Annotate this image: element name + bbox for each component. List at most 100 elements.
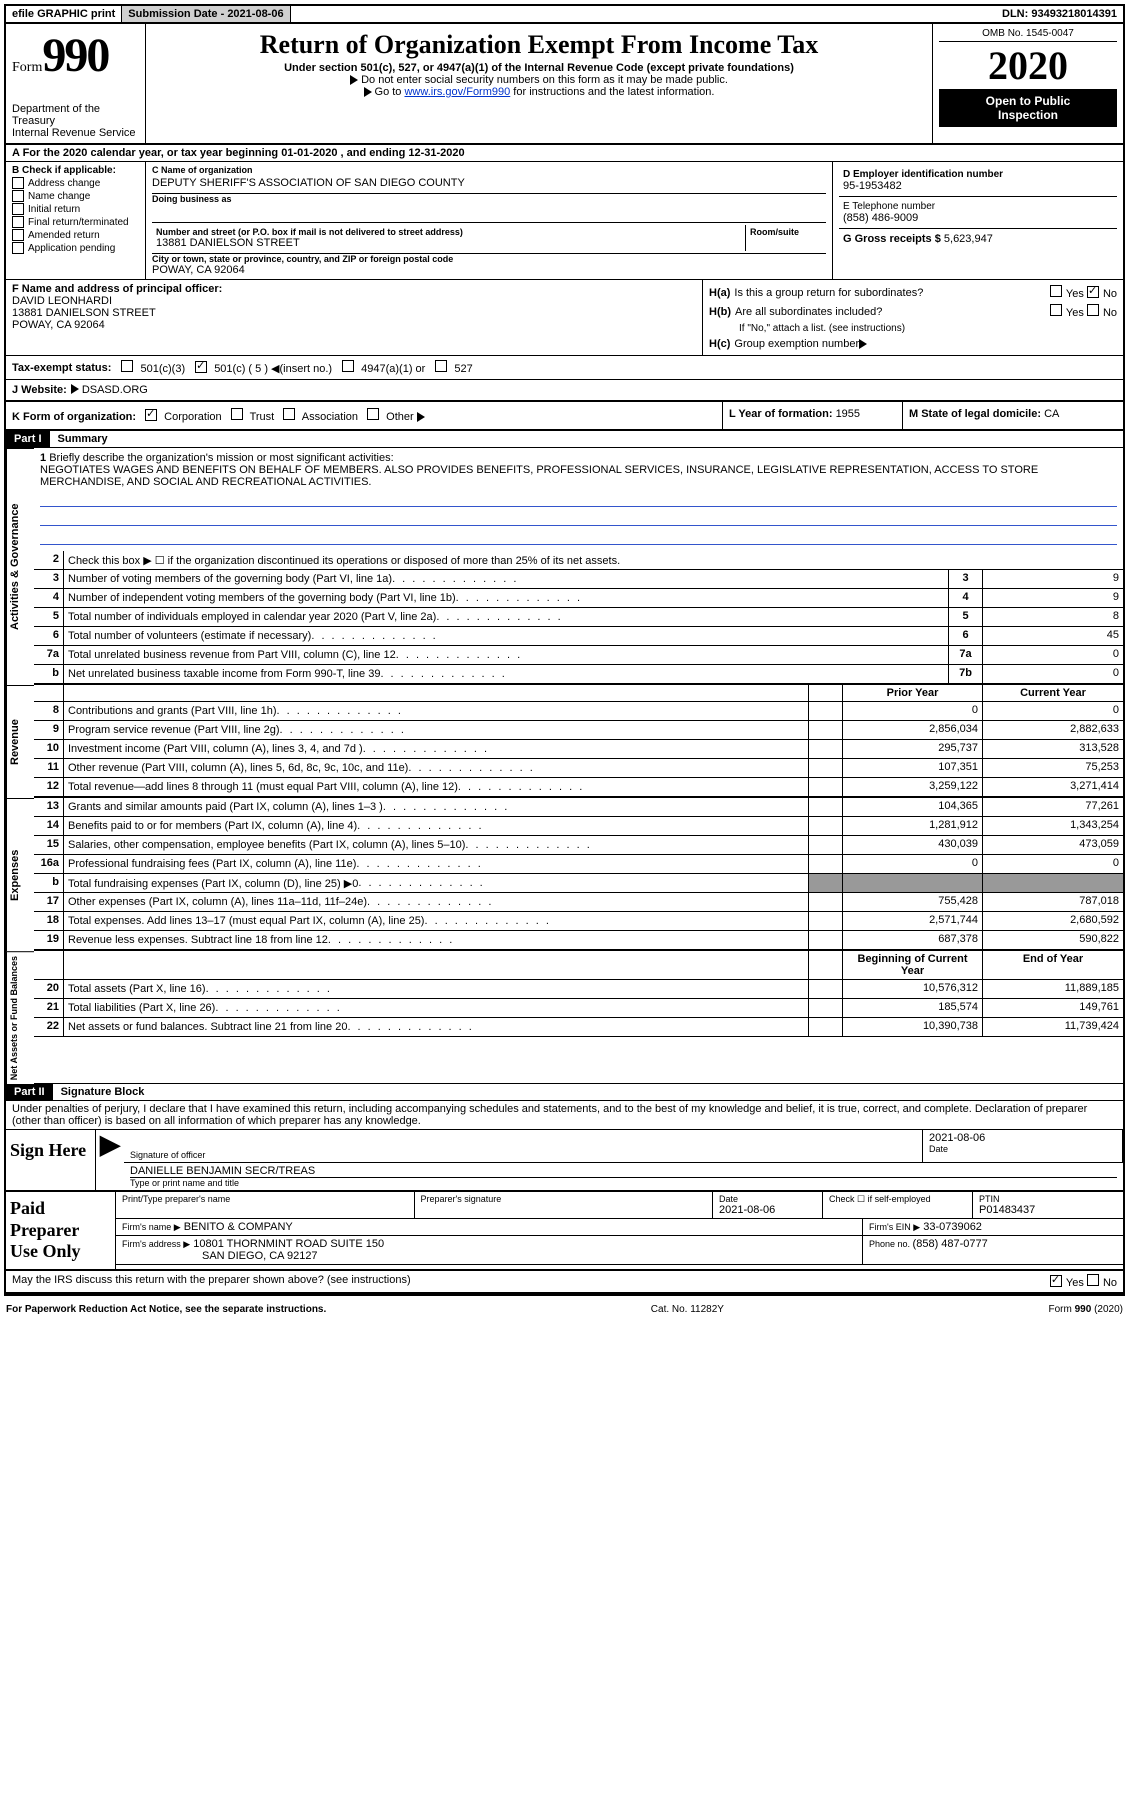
- m-label: M State of legal domicile:: [909, 408, 1044, 420]
- cb-pending[interactable]: [12, 242, 24, 254]
- row-desc: Total assets (Part X, line 16): [64, 980, 809, 998]
- cb-501c3[interactable]: [121, 360, 133, 372]
- row-prior: 185,574: [843, 999, 983, 1017]
- row-num: 6: [34, 627, 64, 645]
- cb-4947[interactable]: [342, 360, 354, 372]
- row-cell: 4: [949, 589, 983, 607]
- k-label: K Form of organization:: [12, 411, 136, 423]
- col-prior-year: Prior Year: [843, 685, 983, 701]
- firm-phone: (858) 487-0777: [913, 1238, 988, 1250]
- cb-501c[interactable]: [195, 361, 207, 373]
- row-spacer: [809, 999, 843, 1017]
- row-current: 2,882,633: [983, 721, 1123, 739]
- row-current: 11,739,424: [983, 1018, 1123, 1036]
- phone-value: (858) 486-9009: [843, 212, 1113, 224]
- row-desc: Total revenue—add lines 8 through 11 (mu…: [64, 778, 809, 796]
- hc-label: H(c): [709, 338, 730, 350]
- row-spacer: [809, 798, 843, 816]
- tax-year: 2020: [939, 42, 1117, 90]
- hb-text: Are all subordinates included?: [735, 306, 882, 318]
- row-desc: Revenue less expenses. Subtract line 18 …: [64, 931, 809, 949]
- e-label: E Telephone number: [843, 201, 1113, 212]
- row-spacer: [809, 931, 843, 949]
- efile-button[interactable]: efile GRAPHIC print: [6, 6, 122, 22]
- org-city: POWAY, CA 92064: [152, 264, 826, 276]
- mission-line: [40, 528, 1117, 545]
- b-item: Address change: [28, 178, 100, 189]
- section-de: D Employer identification number 95-1953…: [833, 162, 1123, 279]
- f-label: F Name and address of principal officer:: [12, 283, 696, 295]
- row-prior: 10,576,312: [843, 980, 983, 998]
- row-prior: 104,365: [843, 798, 983, 816]
- dept-line2: Internal Revenue Service: [12, 127, 139, 139]
- cb-527[interactable]: [435, 360, 447, 372]
- cb-hb-no[interactable]: [1087, 304, 1099, 316]
- date-label: Date: [929, 1144, 1116, 1154]
- cb-name-change[interactable]: [12, 190, 24, 202]
- hb-note: If "No," attach a list. (see instruction…: [709, 321, 1117, 336]
- hb-label: H(b): [709, 306, 731, 318]
- cb-trust[interactable]: [231, 408, 243, 420]
- row-desc: Net unrelated business taxable income fr…: [64, 665, 949, 683]
- officer-street: 13881 DANIELSON STREET: [12, 307, 696, 319]
- cb-hb-yes[interactable]: [1050, 304, 1062, 316]
- cb-corp[interactable]: [145, 409, 157, 421]
- row-desc: Total liabilities (Part X, line 26): [64, 999, 809, 1017]
- part1-title: Summary: [50, 433, 108, 445]
- row-num: b: [34, 665, 64, 683]
- arrow-icon: ▶: [96, 1130, 124, 1190]
- row-current: 1,343,254: [983, 817, 1123, 835]
- cb-assoc[interactable]: [283, 408, 295, 420]
- note-goto-post: for instructions and the latest informat…: [510, 86, 714, 98]
- row-current: [983, 874, 1123, 892]
- row-val: 0: [983, 646, 1123, 664]
- row-num: 22: [34, 1018, 64, 1036]
- row-spacer: [809, 778, 843, 796]
- officer-typed-name: DANIELLE BENJAMIN SECR/TREAS: [130, 1165, 1117, 1178]
- row-desc: Check this box ▶ ☐ if the organization d…: [64, 551, 1123, 569]
- prep-date: 2021-08-06: [719, 1204, 816, 1216]
- firm-ein: 33-0739062: [923, 1221, 982, 1233]
- row-desc: Total number of volunteers (estimate if …: [64, 627, 949, 645]
- omb-number: OMB No. 1545-0047: [939, 28, 1117, 42]
- b-item: Final return/terminated: [28, 217, 129, 228]
- cb-initial[interactable]: [12, 203, 24, 215]
- col-beginning: Beginning of Current Year: [843, 951, 983, 979]
- row-desc: Professional fundraising fees (Part IX, …: [64, 855, 809, 873]
- i-4947: 4947(a)(1) or: [361, 363, 425, 375]
- cb-final[interactable]: [12, 216, 24, 228]
- firm-name: BENITO & COMPANY: [184, 1221, 293, 1233]
- c-street-label: Number and street (or P.O. box if mail i…: [156, 227, 741, 237]
- row-desc: Grants and similar amounts paid (Part IX…: [64, 798, 809, 816]
- row-spacer: [809, 1018, 843, 1036]
- row-num: 13: [34, 798, 64, 816]
- row-num: 9: [34, 721, 64, 739]
- cb-address-change[interactable]: [12, 177, 24, 189]
- prep-check-label: Check ☐ if self-employed: [823, 1192, 973, 1218]
- cb-ha-no[interactable]: [1087, 286, 1099, 298]
- cb-discuss-no[interactable]: [1087, 1274, 1099, 1286]
- row-desc: Total number of individuals employed in …: [64, 608, 949, 626]
- row-num: 18: [34, 912, 64, 930]
- row-cell: 7b: [949, 665, 983, 683]
- cb-other[interactable]: [367, 408, 379, 420]
- cb-discuss-yes[interactable]: [1050, 1275, 1062, 1287]
- triangle-icon: [350, 75, 358, 85]
- row-spacer: [809, 702, 843, 720]
- note-goto-pre: Go to: [375, 86, 405, 98]
- row-num: 12: [34, 778, 64, 796]
- ptin-label: PTIN: [979, 1194, 1117, 1204]
- paid-preparer-label: Paid Preparer Use Only: [6, 1192, 116, 1269]
- cb-ha-yes[interactable]: [1050, 285, 1062, 297]
- title-block: Return of Organization Exempt From Incom…: [146, 24, 933, 143]
- row-desc: Number of voting members of the governin…: [64, 570, 949, 588]
- c-dba-label: Doing business as: [152, 194, 826, 204]
- row-current: 0: [983, 855, 1123, 873]
- row-current: 149,761: [983, 999, 1123, 1017]
- row-num: 2: [34, 551, 64, 569]
- row-current: 473,059: [983, 836, 1123, 854]
- cb-amended[interactable]: [12, 229, 24, 241]
- row-num: 14: [34, 817, 64, 835]
- irs-link[interactable]: www.irs.gov/Form990: [404, 86, 510, 98]
- row-desc: Contributions and grants (Part VIII, lin…: [64, 702, 809, 720]
